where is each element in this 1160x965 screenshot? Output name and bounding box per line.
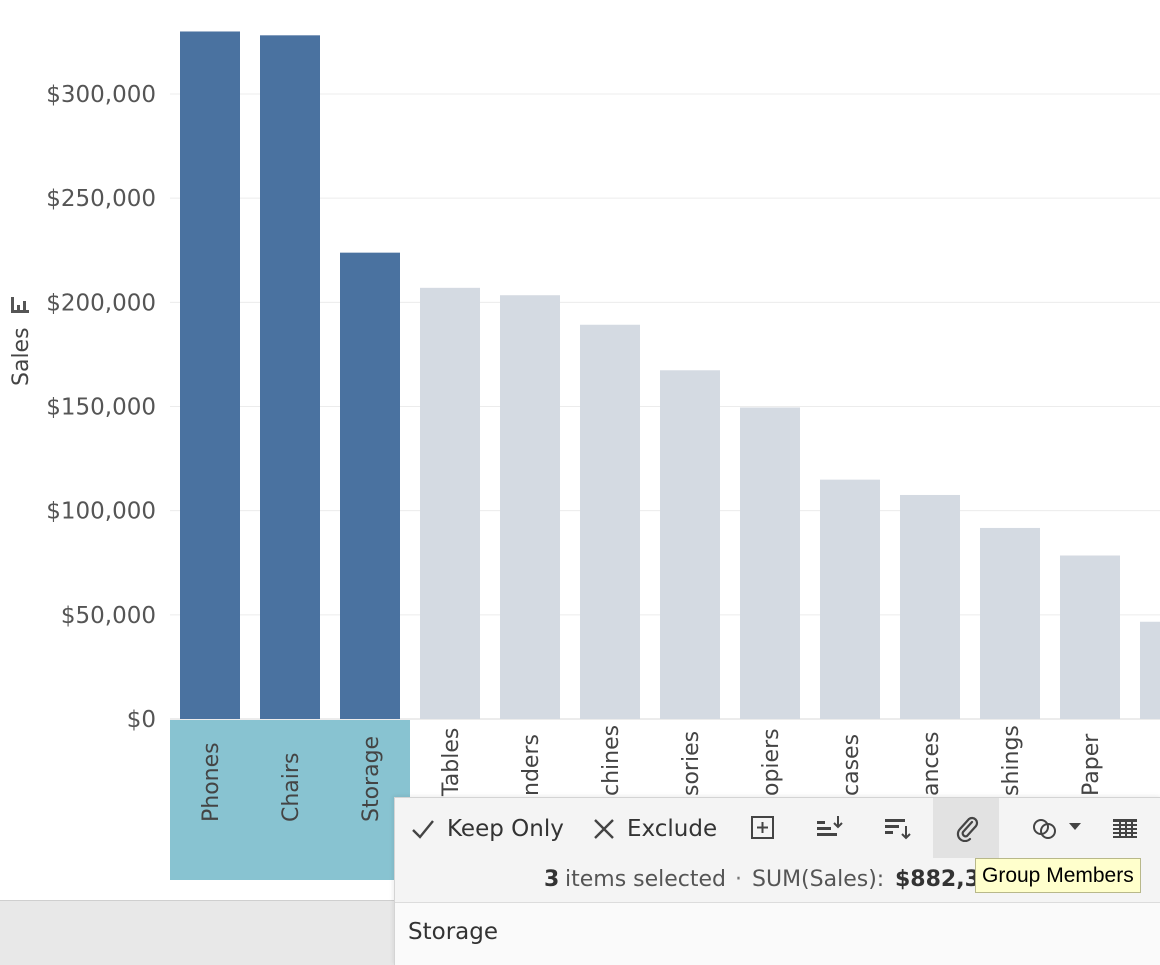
y-tick-label: $100,000 — [46, 499, 156, 525]
bar[interactable] — [340, 252, 400, 720]
bar[interactable] — [660, 370, 720, 719]
measure-label: SUM(Sales): — [752, 867, 885, 892]
y-tick-label: $0 — [127, 707, 156, 733]
field-value-label: Storage — [408, 919, 498, 945]
items-selected-text: items selected — [565, 867, 727, 892]
y-axis-title: Sales — [9, 297, 34, 386]
bar[interactable] — [900, 494, 960, 719]
bar[interactable] — [420, 287, 480, 719]
selection-tooltip: Keep Only Exclude 3 items select — [394, 797, 1160, 965]
y-axis-ticks: $0 $50,000 $100,000 $150,000 $200,000 $250,00… — [46, 82, 156, 733]
y-tick-label: $150,000 — [46, 395, 156, 421]
bars — [180, 31, 1160, 720]
bar[interactable] — [500, 295, 560, 719]
bottom-strip — [0, 900, 400, 965]
field-value-row: Storage — [395, 903, 1160, 965]
bar[interactable] — [740, 407, 800, 719]
bar[interactable] — [260, 35, 320, 720]
keep-only-label: Keep Only — [447, 816, 564, 842]
tooltip-toolbar: Keep Only Exclude — [395, 798, 1160, 860]
x-axis-highlight — [170, 720, 410, 880]
exclude-button[interactable]: Exclude — [593, 810, 717, 848]
separator: · — [735, 867, 742, 892]
selection-summary: 3 items selected · SUM(Sales): $882,3 — [395, 862, 1160, 900]
x-tick-label[interactable]: Tables — [439, 728, 464, 797]
check-icon — [411, 817, 435, 841]
y-tick-label: $300,000 — [46, 82, 156, 108]
selected-count: 3 — [544, 867, 560, 892]
sort-descending-icon[interactable] — [883, 814, 913, 844]
y-tick-label: $250,000 — [46, 186, 156, 212]
bar[interactable] — [180, 31, 240, 720]
group-members-icon[interactable] — [953, 814, 983, 844]
exclude-label: Exclude — [627, 816, 718, 842]
sort-ascending-icon[interactable] — [815, 814, 845, 844]
x-tick-label[interactable]: shings — [999, 725, 1024, 796]
link-dropdown-icon[interactable] — [1031, 814, 1091, 844]
bar[interactable] — [1060, 555, 1120, 719]
view-data-icon[interactable] — [1111, 814, 1141, 844]
bar[interactable] — [580, 324, 640, 719]
x-tick-label[interactable]: opiers — [759, 728, 784, 796]
x-icon — [593, 818, 615, 840]
keep-only-button[interactable]: Keep Only — [411, 810, 564, 848]
x-tick-label[interactable]: cases — [839, 734, 864, 796]
x-tick-label[interactable]: Storage — [359, 736, 384, 822]
measure-value: $882,3 — [895, 867, 979, 892]
bar[interactable] — [1140, 621, 1160, 719]
sales-bar-chart: $0 $50,000 $100,000 $150,000 $200,000 $250,00… — [9, 31, 1160, 880]
x-tick-label[interactable]: Paper — [1079, 733, 1104, 796]
y-axis-label: Sales — [9, 327, 34, 386]
bar[interactable] — [820, 479, 880, 719]
x-tick-label[interactable]: ances — [919, 731, 944, 796]
x-tick-label[interactable]: Chairs — [279, 753, 304, 822]
hover-tooltip: Group Members — [975, 858, 1141, 893]
y-tick-label: $200,000 — [46, 290, 156, 316]
y-tick-label: $50,000 — [61, 603, 156, 629]
bar[interactable] — [980, 527, 1040, 719]
bar-chart-icon — [11, 297, 29, 313]
x-tick-label[interactable]: chines — [599, 725, 624, 796]
x-tick-label[interactable]: nders — [519, 734, 544, 796]
x-axis-ticks: Phones Chairs Storage Tables nders chines sori… — [199, 725, 1104, 822]
create-set-icon[interactable] — [749, 814, 779, 844]
x-tick-label[interactable]: sories — [679, 731, 704, 796]
divider — [395, 902, 1160, 903]
x-tick-label[interactable]: Phones — [199, 742, 224, 822]
